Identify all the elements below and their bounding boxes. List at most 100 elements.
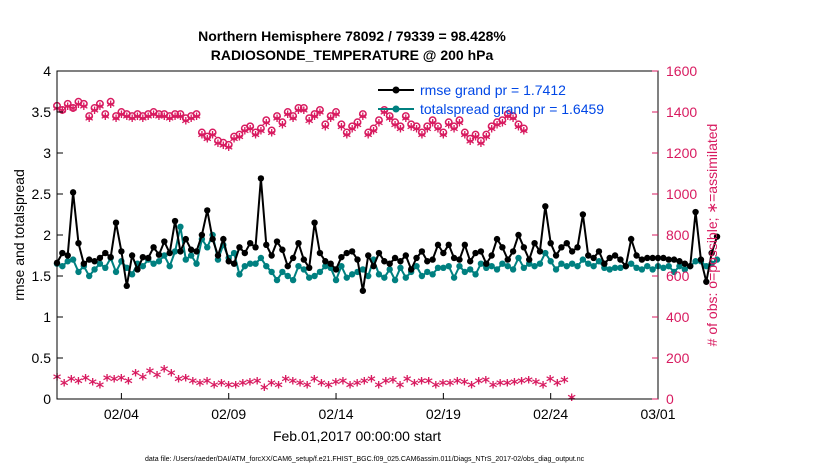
rmse-point xyxy=(365,252,372,259)
rmse-point xyxy=(145,254,152,262)
obs-assimilated-marker: * xyxy=(509,111,518,130)
x-tick-label: 02/09 xyxy=(211,406,246,422)
obs-assimilated-marker: * xyxy=(359,109,368,128)
rmse-point xyxy=(633,252,640,259)
totalspread-point xyxy=(633,264,640,271)
obs-assimilated-marker: * xyxy=(235,130,244,149)
obs-rejected-marker: * xyxy=(525,373,534,392)
obs-possible-marker xyxy=(246,122,255,131)
rmse-point xyxy=(112,219,120,226)
rmse-point xyxy=(676,258,683,265)
obs-possible-marker xyxy=(192,110,201,119)
obs-assimilated-marker: * xyxy=(450,121,459,140)
totalspread-point xyxy=(273,276,281,284)
chart-title: Northern Hemisphere 78092 / 79339 = 98.4… xyxy=(198,28,506,44)
totalspread-point xyxy=(638,266,646,273)
rmse-point xyxy=(102,249,109,257)
totalspread-point xyxy=(391,276,399,284)
totalspread-point xyxy=(644,262,651,270)
rmse-point xyxy=(418,248,426,255)
obs-possible-marker xyxy=(262,116,271,125)
obs-rejected-marker: * xyxy=(203,374,212,393)
right-y-axis: 0 200 400 600 800 1000 1200 1400 1600 xyxy=(652,63,697,407)
rmse-point xyxy=(161,238,168,245)
totalspread-point xyxy=(386,266,393,273)
totalspread-point xyxy=(627,260,635,267)
totalspread-point xyxy=(445,262,452,270)
totalspread-point xyxy=(166,262,173,270)
obs-assimilated-marker: * xyxy=(294,103,303,122)
totalspread-point xyxy=(332,276,340,284)
obs-assimilated-marker: * xyxy=(90,103,99,122)
rmse-point xyxy=(241,249,249,257)
rmse-point xyxy=(80,260,88,267)
legend-rmse-marker xyxy=(392,86,400,94)
obs-rejected-marker: * xyxy=(374,378,383,397)
obs-possible-marker xyxy=(514,120,523,129)
obs-rejected-marker: * xyxy=(167,365,176,384)
totalspread-point xyxy=(316,268,324,276)
obs-possible-marker xyxy=(487,122,496,131)
rmse-point xyxy=(343,249,350,257)
obs-possible-marker xyxy=(476,136,485,145)
obs-rejected-marker: * xyxy=(74,374,83,393)
right-y-tick-label: 0 xyxy=(666,391,674,407)
totalspread-point xyxy=(568,260,576,267)
totalspread-point xyxy=(375,271,383,278)
rmse-point xyxy=(611,252,619,259)
rmse-point xyxy=(590,254,597,262)
totalspread-point xyxy=(128,271,136,278)
totalspread-point xyxy=(161,252,168,259)
obs-assimilated-marker: * xyxy=(139,111,148,130)
rmse-point xyxy=(268,252,275,259)
obs-assimilated-marker: * xyxy=(310,109,319,128)
obs-possible-marker xyxy=(401,112,410,121)
obs-rejected-marker: * xyxy=(282,372,291,391)
obs-possible-marker xyxy=(471,130,480,139)
right-y-tick-label: 800 xyxy=(666,227,690,243)
obs-rejected-marker: * xyxy=(403,372,412,391)
totalspread-point xyxy=(558,260,565,267)
totalspread-point xyxy=(75,268,82,276)
rmse-point xyxy=(91,258,98,265)
obs-assimilated-marker: * xyxy=(192,109,201,128)
rmse-point xyxy=(638,256,646,263)
totalspread-point xyxy=(91,266,98,273)
obs-possible-marker xyxy=(364,128,373,137)
obs-rejected-marker: * xyxy=(296,376,305,395)
left-y-tick-label: 0.5 xyxy=(32,350,52,366)
obs-possible-marker xyxy=(337,120,346,129)
rmse-point xyxy=(375,249,383,257)
obs-assimilated-marker: * xyxy=(85,111,94,130)
obs-possible-marker xyxy=(519,124,528,133)
rmse-point xyxy=(440,249,447,257)
obs-assimilated-marker: * xyxy=(96,99,105,118)
rmse-point xyxy=(574,244,581,251)
obs-rejected-marker: * xyxy=(181,371,190,390)
obs-possible-marker xyxy=(353,118,362,127)
totalspread-point xyxy=(241,262,249,270)
rmse-point xyxy=(107,253,114,261)
totalspread-point xyxy=(466,266,474,273)
rmse-point xyxy=(96,254,104,262)
obs-possible-marker xyxy=(434,122,442,131)
rmse-point xyxy=(670,256,678,263)
totalspread-point xyxy=(338,262,345,270)
rmse-point xyxy=(552,252,560,259)
obs-assimilated-marker: * xyxy=(471,130,480,149)
rmse-point xyxy=(198,231,206,239)
rmse-point xyxy=(295,240,302,247)
obs-possible-marker xyxy=(310,110,319,119)
obs-assimilated-marker: * xyxy=(337,119,346,138)
obs-rejected-marker: * xyxy=(260,380,269,399)
obs-assimilated-marker: * xyxy=(230,132,239,151)
totalspread-point xyxy=(85,272,93,280)
totalspread-point xyxy=(440,264,447,271)
rmse-point xyxy=(563,240,570,247)
rmse-point xyxy=(461,241,469,249)
totalspread-point xyxy=(96,260,104,267)
rmse-point xyxy=(466,258,474,265)
rmse-point xyxy=(681,260,689,267)
obs-rejected-marker: * xyxy=(139,370,148,389)
rmse-point xyxy=(568,248,576,255)
